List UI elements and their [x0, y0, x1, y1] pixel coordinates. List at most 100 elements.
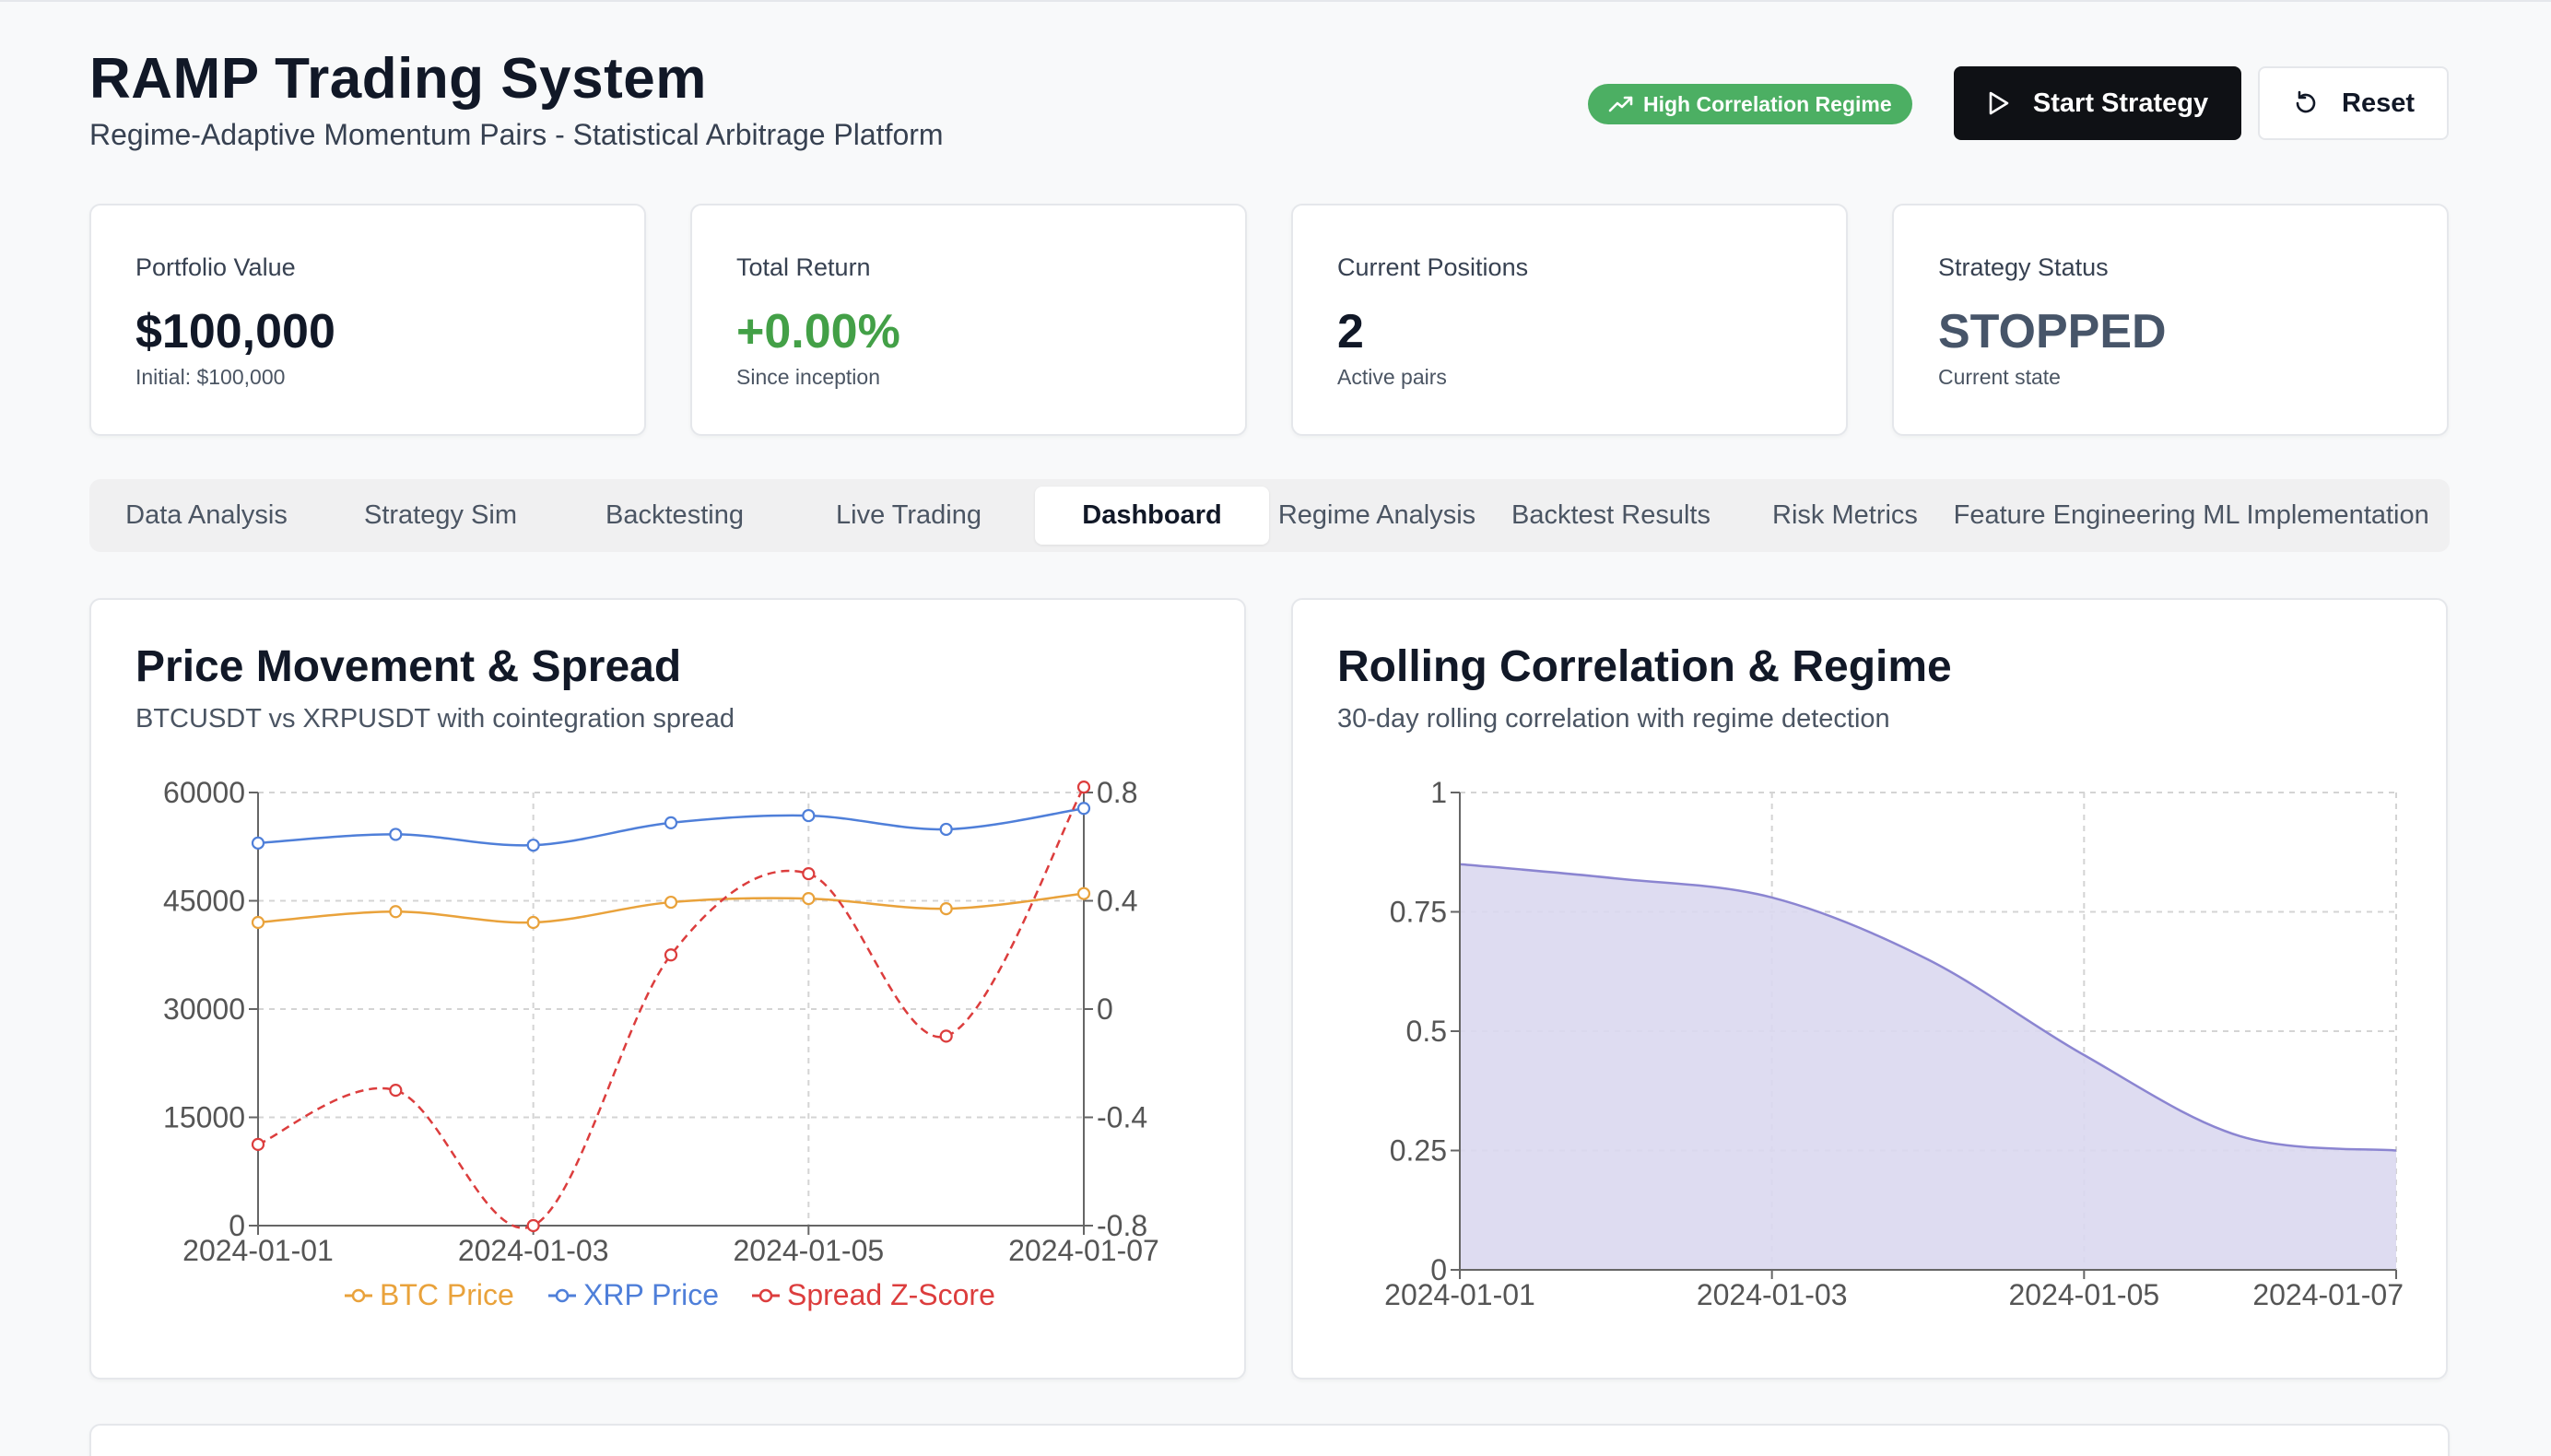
y-right-tick-label: 0.4	[1097, 885, 1137, 918]
y-right-tick-label: -0.4	[1097, 1101, 1147, 1134]
y-tick-label: 0.5	[1406, 1015, 1447, 1048]
regime-badge: High Correlation Regime	[1588, 84, 1912, 124]
x-tick-label: 2024-01-07	[2252, 1278, 2404, 1311]
tab-feature-engineering[interactable]: Feature Engineering	[1953, 500, 2196, 530]
bottom-panel	[89, 1424, 2450, 1456]
stat-value: +0.00%	[736, 305, 900, 358]
tab-risk-metrics[interactable]: Risk Metrics	[1772, 500, 1918, 530]
top-border	[0, 0, 2551, 4]
reset-label: Reset	[2342, 88, 2415, 118]
play-icon	[1989, 91, 2009, 115]
y-right-tick-label: 0	[1097, 992, 1113, 1026]
regime-badge-label: High Correlation Regime	[1643, 91, 1892, 116]
xrp-price-point	[939, 822, 953, 837]
btc-price-point	[802, 892, 816, 906]
stat-value: $100,000	[135, 305, 335, 358]
xrp-price-point	[802, 808, 816, 823]
stat-value: 2	[1337, 305, 1364, 358]
page-subtitle: Regime-Adaptive Momentum Pairs - Statist…	[89, 118, 944, 151]
stat-label: Strategy Status	[1938, 253, 2109, 281]
chart-subtitle: BTCUSDT vs XRPUSDT with cointegration sp…	[135, 704, 735, 734]
stat-label: Total Return	[736, 253, 871, 281]
btc-price-point	[664, 895, 678, 910]
x-tick-label: 2024-01-01	[1384, 1278, 1535, 1311]
y-left-tick-label: 15000	[163, 1101, 245, 1134]
chart-title: Price Movement & Spread	[135, 642, 682, 691]
tab-bar: Data Analysis Strategy Sim Backtesting L…	[89, 479, 2450, 552]
stat-sub: Initial: $100,000	[135, 365, 286, 389]
header: RAMP Trading System Regime-Adaptive Mome…	[89, 46, 2449, 166]
stat-sub: Since inception	[736, 365, 880, 389]
correlation-area	[1460, 863, 2396, 1270]
trending-up-icon	[1608, 96, 1633, 112]
legend-item-btc-price: BTC Price	[380, 1278, 514, 1311]
tab-backtesting[interactable]: Backtesting	[605, 500, 744, 530]
page-title: RAMP Trading System	[89, 47, 707, 111]
stat-label: Current Positions	[1337, 253, 1529, 281]
xrp-price-point	[1076, 802, 1091, 816]
tab-dashboard[interactable]: Dashboard	[1035, 487, 1269, 545]
price-spread-chart: 0 15000 30000 45000 60000 -0.8 -0.4 0 0.4 0.8 2024…	[163, 776, 1159, 1311]
x-tick-label: 2024-01-05	[2008, 1278, 2159, 1311]
tab-backtest-results[interactable]: Backtest Results	[1511, 500, 1710, 530]
tab-live-trading[interactable]: Live Trading	[836, 500, 982, 530]
btc-price-point	[526, 915, 540, 930]
spread-zscore-point	[939, 1029, 953, 1043]
price-spread-chart-card: 0 15000 30000 45000 60000 -0.8 -0.4 0 0.4 0.8 2024…	[89, 598, 1246, 1380]
xrp-price-point	[251, 836, 265, 850]
stat-card-total-return: Total Return +0.00% Since inception	[690, 204, 1247, 436]
y-right-tick-label: -0.8	[1097, 1209, 1147, 1242]
chart-title: Rolling Correlation & Regime	[1337, 642, 1952, 691]
btc-price-point	[389, 905, 403, 919]
x-tick-label: 2024-01-05	[733, 1234, 884, 1267]
y-tick-label: 0.75	[1390, 896, 1447, 929]
xrp-price-point	[389, 828, 403, 841]
tab-data-analysis[interactable]: Data Analysis	[125, 500, 288, 530]
y-left-tick-label: 30000	[163, 992, 245, 1026]
btc-price-point	[939, 902, 953, 916]
spread-zscore-line	[257, 786, 1086, 1229]
spread-zscore-point	[802, 867, 816, 881]
start-strategy-label: Start Strategy	[2032, 88, 2209, 118]
stat-card-strategy-status: Strategy Status STOPPED Current state	[1892, 204, 2449, 436]
stat-value: STOPPED	[1938, 305, 2167, 358]
legend-marker-dot	[351, 1288, 366, 1303]
y-tick-label: 0	[1430, 1253, 1447, 1286]
correlation-chart: 0 0.25 0.5 0.75 1 2024-01-01 2024-01-03 2024-01…	[1384, 776, 2404, 1311]
btc-price-point	[1076, 887, 1091, 900]
x-tick-label: 2024-01-03	[1697, 1278, 1848, 1311]
x-tick-label: 2024-01-03	[458, 1234, 609, 1267]
tab-strategy-sim[interactable]: Strategy Sim	[364, 500, 517, 530]
legend-item-xrp-price: XRP Price	[583, 1278, 719, 1311]
y-right-tick-label: 0.8	[1097, 776, 1137, 809]
x-tick-label: 2024-01-07	[1008, 1234, 1159, 1267]
stat-card-portfolio-value: Portfolio Value $100,000 Initial: $100,0…	[89, 204, 646, 436]
y-left-tick-label: 0	[229, 1209, 245, 1242]
spread-zscore-point	[389, 1084, 403, 1098]
legend-marker-dot	[555, 1288, 570, 1303]
x-tick-label: 2024-01-01	[182, 1234, 334, 1267]
stat-card-current-positions: Current Positions 2 Active pairs	[1291, 204, 1848, 436]
xrp-price-point	[664, 816, 678, 829]
stat-sub: Current state	[1938, 365, 2061, 389]
legend-item-spread-zscore: Spread Z-Score	[787, 1278, 995, 1311]
reset-icon	[2296, 90, 2316, 113]
stat-label: Portfolio Value	[135, 253, 296, 281]
stat-sub: Active pairs	[1337, 365, 1447, 389]
correlation-chart-card: 0 0.25 0.5 0.75 1 2024-01-01 2024-01-03 2024-01…	[1291, 598, 2448, 1380]
start-strategy-button[interactable]: Start Strategy	[1954, 66, 2241, 140]
spread-zscore-point	[664, 948, 678, 962]
y-left-tick-label: 45000	[163, 885, 245, 918]
correlation-line	[1459, 863, 2397, 1152]
reset-button[interactable]: Reset	[2258, 66, 2449, 140]
spread-zscore-point	[526, 1218, 540, 1233]
spread-zscore-point	[1076, 781, 1091, 794]
y-tick-label: 0.25	[1390, 1134, 1447, 1168]
y-left-tick-label: 60000	[163, 776, 245, 809]
chart-subtitle: 30-day rolling correlation with regime d…	[1337, 704, 1890, 734]
spread-zscore-point	[251, 1137, 265, 1151]
btc-price-point	[251, 915, 265, 930]
legend-marker-dot	[758, 1288, 773, 1303]
tab-regime-analysis[interactable]: Regime Analysis	[1277, 500, 1476, 530]
tab-ml-implementation[interactable]: ML Implementation	[2203, 500, 2429, 530]
